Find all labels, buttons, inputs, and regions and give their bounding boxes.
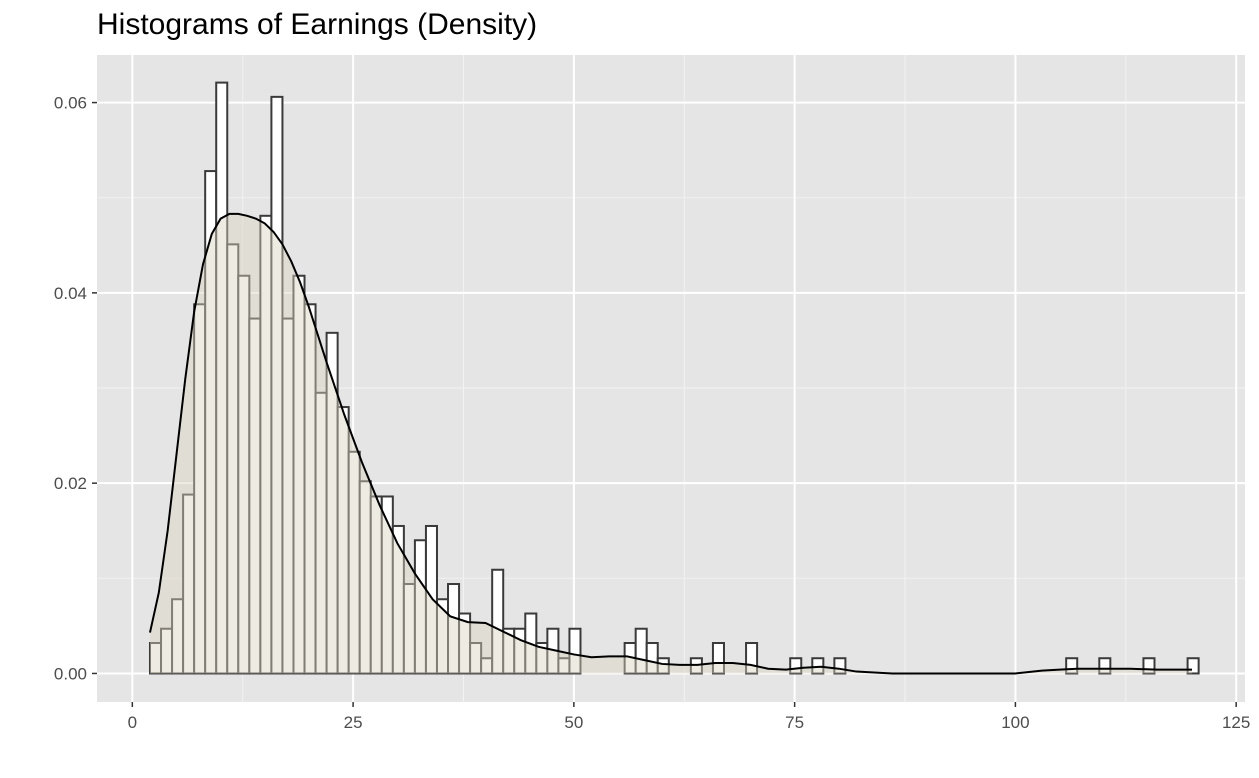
histogram-bar [745,642,759,675]
histogram-bar [568,627,582,675]
histogram-bar [1098,657,1112,675]
histogram-bar [833,657,847,675]
x-tick-label: 0 [128,713,137,732]
y-axis: 0.00 0.02 0.04 0.06 [54,94,97,683]
x-tick-label: 75 [785,713,804,732]
density-area [149,213,1193,674]
density-curve [149,212,1193,675]
histogram-bar [1065,657,1079,675]
histogram-bar [491,568,505,675]
x-axis: 0 25 50 75 100 125 [128,702,1250,732]
histogram-bar [1186,657,1200,675]
x-tick-label: 100 [1001,713,1029,732]
histogram-bar [656,657,670,675]
histogram-bar [789,657,803,675]
histogram-bar [811,657,825,675]
chart-title: Histograms of Earnings (Density) [97,8,538,41]
x-tick-label: 125 [1222,713,1250,732]
x-tick-label: 50 [564,713,583,732]
y-tick-label: 0.02 [54,474,87,493]
histogram-bar [1142,657,1156,675]
density-layer [149,212,1193,675]
histogram-bar [711,642,725,675]
y-tick-label: 0.00 [54,664,87,683]
y-tick-label: 0.06 [54,94,87,113]
x-tick-label: 25 [344,713,363,732]
y-tick-label: 0.04 [54,284,87,303]
histogram-bars [148,81,1200,675]
